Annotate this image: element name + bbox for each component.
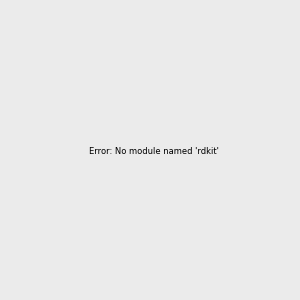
Text: Error: No module named 'rdkit': Error: No module named 'rdkit'	[89, 147, 219, 156]
